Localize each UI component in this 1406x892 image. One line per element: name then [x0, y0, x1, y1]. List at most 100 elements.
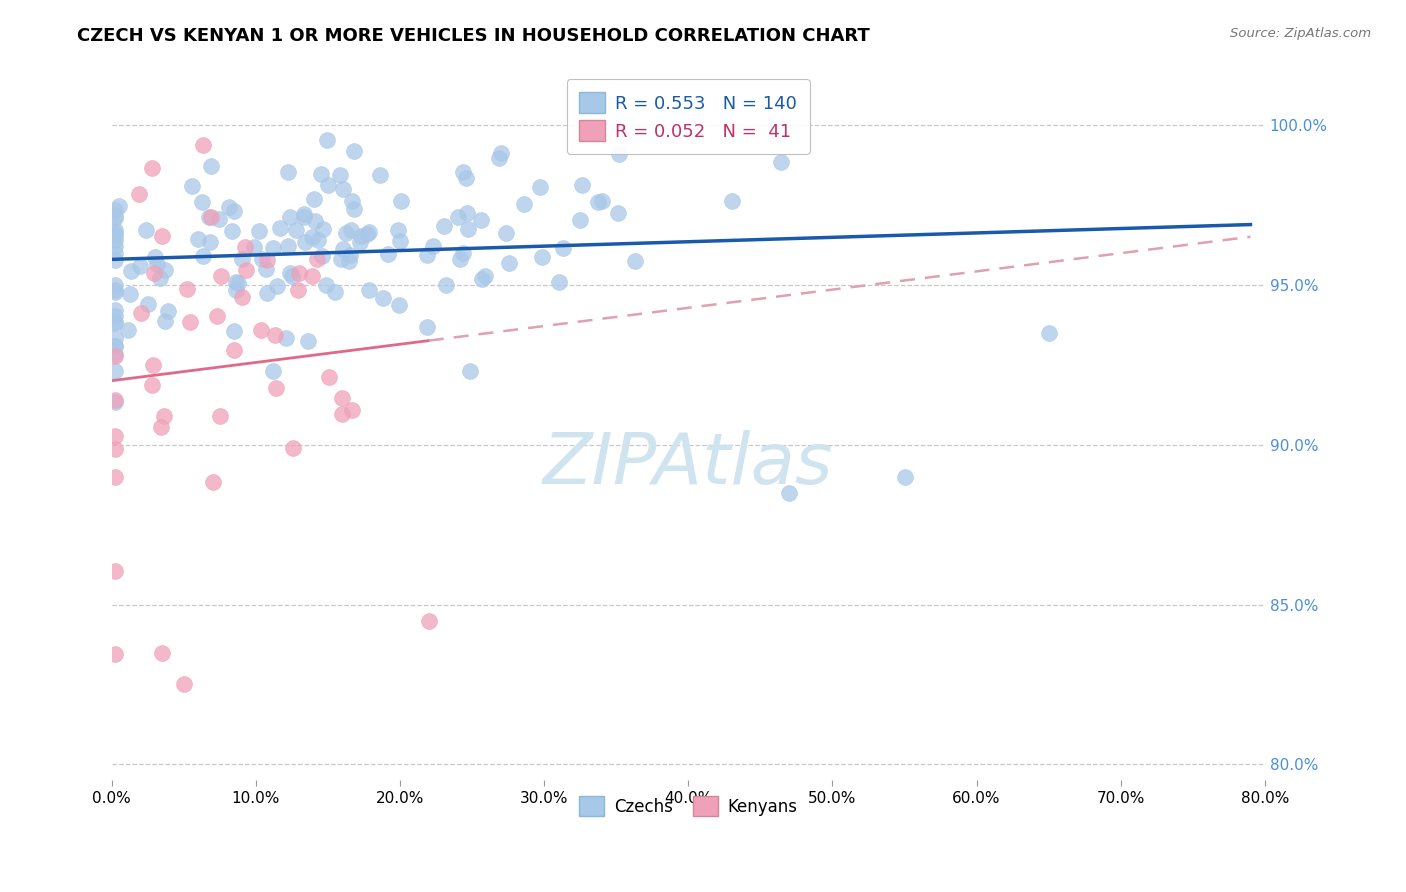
Point [128, 187, 150, 202]
Point [488, 151, 510, 165]
Point [103, 429, 125, 443]
Point [422, 239, 444, 253]
Point [153, 314, 176, 328]
Point [388, 235, 411, 249]
Point [117, 323, 139, 337]
Point [198, 235, 221, 249]
Point [330, 407, 353, 421]
Point [176, 282, 198, 296]
Point [470, 212, 492, 227]
Point [191, 249, 214, 263]
Point [474, 268, 496, 283]
Point [458, 364, 481, 378]
Point [103, 564, 125, 578]
Point [569, 212, 592, 227]
Point [292, 210, 315, 224]
Point [103, 346, 125, 360]
Point [416, 248, 439, 262]
Point [491, 146, 513, 161]
Point [247, 224, 270, 238]
Point [447, 211, 470, 225]
Point [278, 267, 301, 281]
Point [103, 246, 125, 260]
Point [305, 252, 328, 266]
Point [136, 296, 159, 310]
Point [153, 409, 176, 424]
Point [208, 409, 231, 423]
Point [284, 223, 307, 237]
Point [141, 378, 163, 392]
Point [262, 241, 284, 255]
Point [311, 167, 333, 181]
Point [173, 677, 195, 691]
Point [278, 211, 301, 225]
Point [269, 221, 291, 235]
Point [433, 219, 456, 233]
Point [120, 264, 142, 278]
Point [607, 147, 630, 161]
Point [769, 155, 792, 169]
Point [471, 272, 494, 286]
Point [588, 194, 610, 209]
Point [454, 171, 477, 186]
Point [197, 211, 219, 225]
Point [357, 284, 380, 298]
Point [262, 364, 284, 378]
Point [456, 206, 478, 220]
Point [202, 475, 225, 489]
Point [315, 133, 337, 147]
Point [1038, 326, 1060, 340]
Text: ZIPAtlas: ZIPAtlas [543, 430, 834, 499]
Point [720, 194, 742, 208]
Point [103, 228, 125, 243]
Point [264, 381, 287, 395]
Point [103, 284, 125, 298]
Point [318, 369, 340, 384]
Point [135, 223, 157, 237]
Point [103, 442, 125, 456]
Point [149, 270, 172, 285]
Point [277, 239, 299, 253]
Point [340, 194, 363, 208]
Point [200, 159, 222, 173]
Point [103, 239, 125, 253]
Point [304, 214, 326, 228]
Point [434, 278, 457, 293]
Point [311, 249, 333, 263]
Point [103, 350, 125, 364]
Point [377, 246, 399, 260]
Text: Source: ZipAtlas.com: Source: ZipAtlas.com [1230, 27, 1371, 40]
Point [277, 165, 299, 179]
Point [103, 211, 125, 226]
Point [191, 137, 214, 152]
Point [222, 343, 245, 357]
Point [349, 235, 371, 250]
Point [205, 310, 228, 324]
Point [329, 252, 352, 267]
Point [337, 253, 360, 268]
Point [370, 168, 392, 182]
Point [103, 226, 125, 240]
Point [335, 226, 357, 240]
Point [228, 276, 250, 290]
Point [343, 144, 366, 158]
Point [495, 227, 517, 241]
Point [418, 614, 440, 628]
Point [529, 180, 551, 194]
Point [250, 252, 273, 267]
Point [103, 303, 125, 318]
Point [388, 298, 411, 312]
Point [371, 291, 394, 305]
Point [103, 278, 125, 293]
Point [263, 328, 285, 343]
Point [103, 364, 125, 378]
Point [103, 209, 125, 223]
Point [624, 254, 647, 268]
Point [531, 250, 554, 264]
Point [218, 200, 240, 214]
Point [242, 240, 264, 254]
Point [191, 194, 214, 209]
Point [233, 240, 256, 254]
Point [103, 339, 125, 353]
Point [513, 197, 536, 211]
